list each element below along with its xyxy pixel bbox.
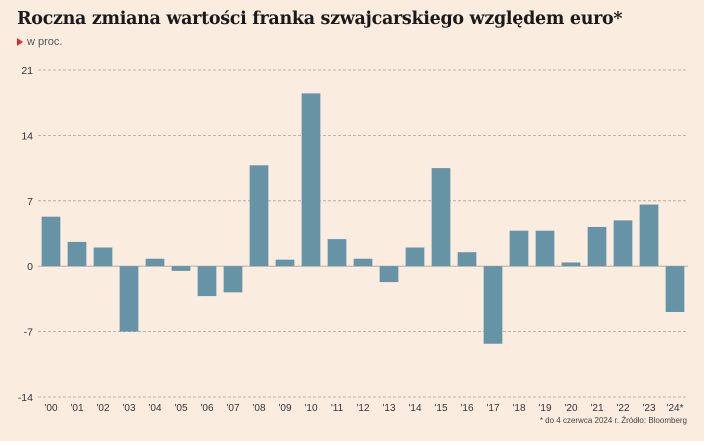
unit-label: w proc. xyxy=(27,36,63,48)
x-tick-label: '03 xyxy=(122,403,135,414)
bar xyxy=(665,266,685,312)
y-tick-label: 7 xyxy=(27,196,33,208)
bar xyxy=(327,239,347,267)
y-tick-label: 14 xyxy=(21,130,33,142)
x-tick-label: '06 xyxy=(200,403,213,414)
bar xyxy=(639,204,659,267)
bar xyxy=(405,247,425,267)
bar xyxy=(457,252,477,267)
bar xyxy=(509,230,529,267)
x-tick-label: '00 xyxy=(44,403,57,414)
y-tick-label: -14 xyxy=(18,392,33,404)
bar xyxy=(483,266,503,344)
bar xyxy=(275,259,295,267)
x-tick-label: '11 xyxy=(331,403,344,414)
footnote: * do 4 czerwca 2024 r. Źródło: Bloomberg xyxy=(539,416,687,425)
x-tick-label: '23 xyxy=(642,403,655,414)
x-tick-label: '02 xyxy=(96,403,109,414)
x-tick-label: '08 xyxy=(252,403,265,414)
x-tick-label: '04 xyxy=(148,403,161,414)
x-tick-label: '21 xyxy=(590,403,603,414)
bar xyxy=(613,220,633,267)
x-tick-label: '07 xyxy=(226,403,239,414)
x-tick-label: '10 xyxy=(304,403,317,414)
bar xyxy=(67,241,87,267)
bar xyxy=(431,168,451,267)
bar xyxy=(301,93,321,267)
chart-title: Roczna zmiana wartości franka szwajcarsk… xyxy=(17,9,623,29)
x-tick-label: '20 xyxy=(564,403,577,414)
x-tick-label: '12 xyxy=(356,403,369,414)
x-tick-label: '17 xyxy=(486,403,499,414)
bar xyxy=(41,216,61,267)
bar xyxy=(223,266,243,293)
bar xyxy=(379,266,399,283)
x-tick-label: '15 xyxy=(434,403,447,414)
bar xyxy=(587,226,607,267)
x-tick-label: '09 xyxy=(278,403,291,414)
y-tick-label: 21 xyxy=(21,65,33,77)
bar xyxy=(93,247,113,267)
chart-subtitle: w proc. xyxy=(17,36,62,48)
bar xyxy=(535,230,555,267)
bar xyxy=(561,262,581,267)
y-tick-label: -7 xyxy=(24,327,33,339)
x-tick-label: '19 xyxy=(538,403,551,414)
x-tick-label: '18 xyxy=(512,403,525,414)
x-tick-label: '13 xyxy=(382,403,395,414)
x-tick-label: '22 xyxy=(616,403,629,414)
x-tick-label: '24* xyxy=(667,403,684,414)
bar xyxy=(145,258,165,267)
bar xyxy=(171,266,191,271)
x-tick-label: '05 xyxy=(174,403,187,414)
y-tick-label: 0 xyxy=(27,261,33,273)
bar xyxy=(249,165,269,267)
x-tick-label: '14 xyxy=(408,403,421,414)
x-tick-label: '01 xyxy=(70,403,83,414)
bar xyxy=(119,266,139,332)
play-marker-icon xyxy=(17,38,23,46)
bar xyxy=(353,258,373,267)
x-tick-label: '16 xyxy=(460,403,473,414)
bar xyxy=(197,266,217,297)
